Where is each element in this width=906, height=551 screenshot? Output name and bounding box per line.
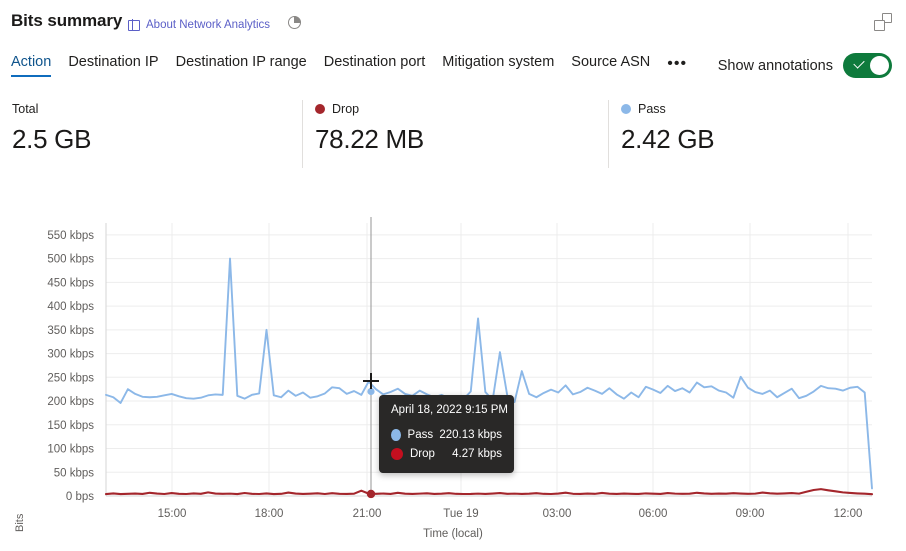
series-line-drop — [104, 488, 874, 496]
hover-marker-pass — [367, 387, 375, 396]
page-title: Bits summary — [11, 11, 123, 30]
kpi-value: 78.22 MB — [315, 124, 424, 154]
x-axis-tick-label: 12:00 — [834, 508, 863, 520]
tab-label: Destination IP — [68, 54, 159, 70]
clock-icon[interactable] — [288, 16, 301, 29]
popout-icon-front — [874, 20, 885, 31]
y-axis-tick-label: 500 kbps — [47, 254, 94, 266]
kpi-drop: Drop 78.22 MB — [302, 100, 424, 168]
show-annotations-label: Show annotations — [717, 57, 833, 74]
x-axis-tick-label: 09:00 — [736, 508, 765, 520]
y-axis-tick-label: 450 kbps — [47, 277, 94, 289]
tabs-overflow-button[interactable]: ••• — [667, 55, 688, 72]
about-network-analytics-link[interactable]: About Network Analytics — [128, 19, 270, 31]
chart-tooltip: April 18, 2022 9:15 PM Pass 220.13 kbps … — [379, 395, 514, 473]
tab-destination-port[interactable]: Destination port — [324, 54, 426, 77]
kpi-label: Pass — [638, 102, 666, 116]
y-axis-tick-label: 350 kbps — [47, 325, 94, 337]
check-icon — [853, 57, 865, 69]
x-axis-tick-label: 03:00 — [543, 508, 572, 520]
kpi-value: 2.5 GB — [12, 124, 92, 154]
popout-icon-back — [882, 13, 892, 23]
tooltip-row-pass: Pass 220.13 kbps — [391, 425, 502, 444]
y-axis-tick-label: 150 kbps — [47, 420, 94, 432]
tab-source-asn[interactable]: Source ASN — [571, 54, 650, 77]
tab-label: Mitigation system — [442, 54, 555, 70]
toggle-knob — [870, 56, 889, 75]
x-axis-tick-label: 15:00 — [158, 508, 187, 520]
x-axis-tick-label: 18:00 — [255, 508, 284, 520]
kpi-total: Total 2.5 GB — [0, 100, 91, 155]
kpi-value: 2.42 GB — [621, 124, 715, 154]
hover-marker-drop — [366, 489, 376, 499]
popout-icon[interactable] — [874, 13, 892, 31]
kpi-header: Drop — [315, 100, 424, 118]
y-axis-tick-label: 550 kbps — [47, 230, 94, 242]
y-axis-tick-label: 250 kbps — [47, 372, 94, 384]
tab-destination-ip[interactable]: Destination IP — [68, 54, 158, 77]
tab-mitigation-system[interactable]: Mitigation system — [442, 54, 554, 77]
y-axis-tick-label: 50 kbps — [54, 467, 95, 479]
tooltip-series-name: Drop — [410, 447, 435, 460]
pass-legend-dot — [621, 104, 631, 114]
kpi-header: Pass — [621, 100, 714, 118]
y-axis-tick-label: 400 kbps — [47, 301, 94, 313]
tab-action[interactable]: Action — [11, 54, 52, 77]
tab-label: Destination IP range — [175, 54, 307, 70]
drop-dot-icon — [391, 447, 403, 460]
bits-timeseries-chart[interactable]: 0 bps 50 kbps 100 kbps 150 kbps 200 kbps 250 … — [0, 180, 906, 551]
tab-label: Action — [11, 54, 52, 70]
x-axis-title: Time (local) — [423, 528, 483, 540]
tab-label: Destination port — [323, 54, 426, 70]
chart-canvas[interactable]: 0 bps 50 kbps 100 kbps 150 kbps 200 kbps 250 … — [0, 180, 906, 551]
y-axis-tick-label: 200 kbps — [47, 396, 94, 408]
show-annotations-toggle[interactable] — [843, 53, 892, 78]
panel-header: Bits summary About Network Analytics — [0, 0, 906, 44]
kpi-label: Drop — [332, 102, 360, 116]
x-axis-tick-label: 06:00 — [639, 508, 668, 520]
x-axis-tick-label: 21:00 — [353, 508, 382, 520]
about-link-label: About Network Analytics — [146, 19, 271, 31]
tooltip-row-drop: Drop 4.27 kbps — [391, 444, 502, 463]
tooltip-series-value: 220.13 kbps — [439, 428, 502, 441]
y-axis-tick-label: 100 kbps — [47, 444, 94, 456]
y-axis-tick-label: 0 bps — [66, 491, 94, 503]
tab-bar: Action Destination IP Destination IP ran… — [11, 54, 687, 77]
y-axis-tick-label: 300 kbps — [47, 349, 94, 361]
book-icon — [128, 19, 140, 31]
show-annotations-control: Show annotations — [718, 53, 892, 78]
pass-dot-icon — [391, 428, 401, 441]
kpi-header: Total — [12, 100, 91, 118]
tab-destination-ip-range[interactable]: Destination IP range — [176, 54, 307, 77]
tooltip-title: April 18, 2022 9:15 PM — [391, 404, 508, 416]
x-axis-tick-label: Tue 19 — [443, 508, 478, 520]
tab-label: Source ASN — [571, 54, 651, 70]
kpi-pass: Pass 2.42 GB — [608, 100, 715, 168]
kpi-row: Total 2.5 GB Drop 78.22 MB Pass 2.42 GB — [0, 100, 906, 172]
tooltip-series-value: 4.27 kbps — [452, 447, 502, 460]
kpi-label: Total — [12, 102, 39, 116]
tooltip-series-name: Pass — [407, 428, 434, 441]
drop-legend-dot — [315, 104, 325, 114]
